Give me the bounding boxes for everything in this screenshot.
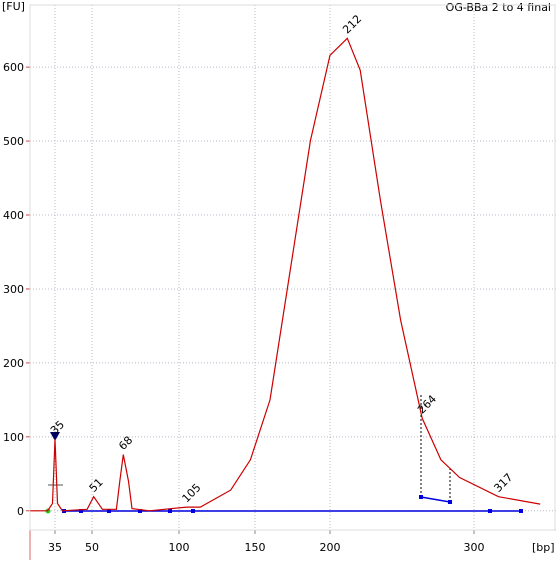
y-tick-label: 100 <box>3 431 24 444</box>
dot <box>519 509 523 513</box>
y-tick-label: 0 <box>17 505 24 518</box>
dot <box>488 509 492 513</box>
y-tick-label: 600 <box>3 61 24 74</box>
x-tick-label: 300 <box>464 541 485 554</box>
y-tick-label: 200 <box>3 357 24 370</box>
x-axis-label: [bp] <box>532 541 555 554</box>
x-tick-label: 100 <box>169 541 190 554</box>
dot <box>138 509 142 513</box>
dot <box>419 495 423 499</box>
y-tick-label: 400 <box>3 209 24 222</box>
x-tick-label: 150 <box>245 541 266 554</box>
y-tick-label: 500 <box>3 135 24 148</box>
x-tick-label: 200 <box>320 541 341 554</box>
lower-marker <box>50 432 60 441</box>
plot-frame <box>29 4 556 531</box>
chart-title: OG-BBa 2 to 4 final <box>446 1 551 14</box>
x-tick-label: 35 <box>48 541 62 554</box>
dot <box>191 509 195 513</box>
grid <box>30 5 556 530</box>
dot <box>107 509 111 513</box>
region-line <box>420 496 451 503</box>
dot <box>168 509 172 513</box>
dot <box>448 500 452 504</box>
x-tick-label: 50 <box>85 541 99 554</box>
baseline-markers <box>45 395 523 514</box>
dot <box>79 509 83 513</box>
y-axis-label: [FU] <box>2 0 25 13</box>
y-tick-label: 300 <box>3 283 24 296</box>
trace <box>30 37 541 512</box>
